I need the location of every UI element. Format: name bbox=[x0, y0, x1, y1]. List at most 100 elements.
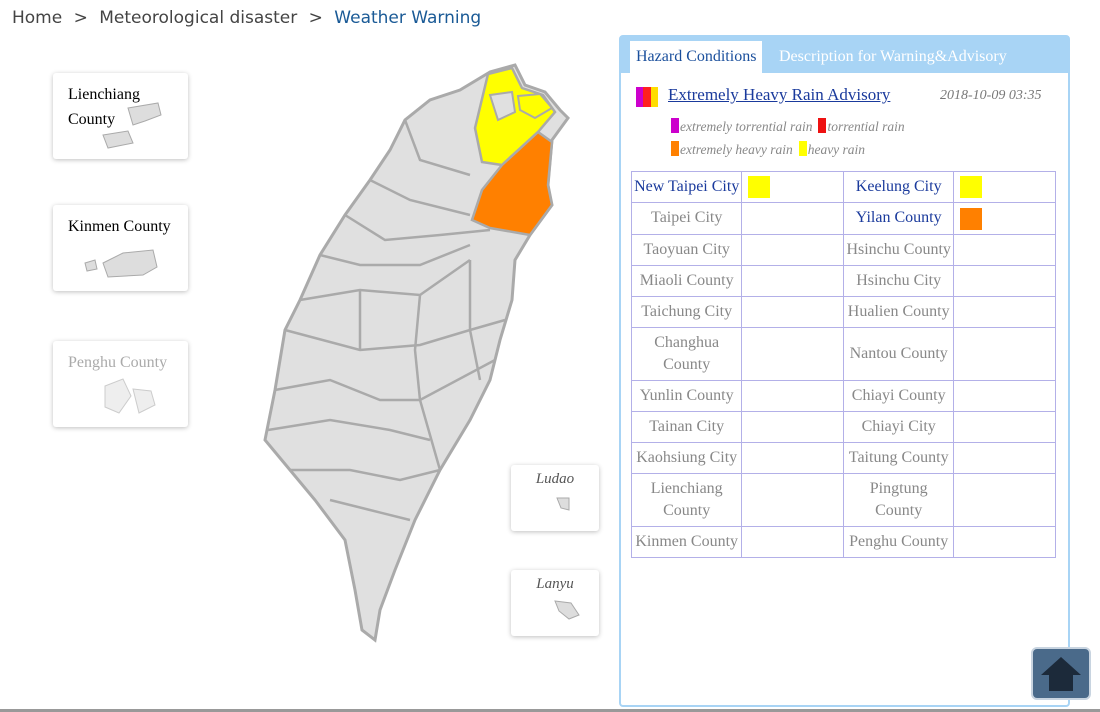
county-name[interactable]: Miaoli County bbox=[630, 264, 743, 297]
crumb-separator: > bbox=[73, 8, 88, 28]
county-name[interactable]: Yilan County bbox=[843, 202, 955, 235]
scroll-top-button[interactable] bbox=[1031, 647, 1091, 700]
status-cell bbox=[741, 233, 845, 266]
status-swatch bbox=[748, 176, 771, 199]
legend-swatch bbox=[798, 141, 807, 156]
status-swatch bbox=[960, 176, 983, 199]
kinmen-card[interactable]: Kinmen County bbox=[53, 205, 188, 291]
county-name[interactable]: Hualien County bbox=[843, 295, 955, 328]
county-table: New Taipei City Keelung City Taipei City Yi… bbox=[630, 170, 1056, 558]
county-name[interactable]: Kaohsiung City bbox=[630, 441, 743, 474]
county-name[interactable]: Hsinchu City bbox=[843, 264, 955, 297]
county-name[interactable]: Yunlin County bbox=[630, 379, 743, 412]
legend-swatch bbox=[671, 141, 679, 156]
icon-stripe bbox=[643, 87, 651, 107]
legend-swatch bbox=[671, 118, 679, 133]
table-row: Kinmen County Penghu County bbox=[630, 525, 1056, 558]
legend-label: torrential rain bbox=[827, 119, 905, 134]
county-borders bbox=[267, 119, 506, 522]
crumb-separator: > bbox=[308, 8, 323, 28]
legend-label: extremely torrential rain bbox=[680, 119, 813, 134]
island-icon bbox=[102, 102, 162, 149]
county-name[interactable]: Chiayi City bbox=[843, 410, 955, 443]
county-name[interactable]: Pingtung County bbox=[843, 472, 955, 527]
table-row: Changhua County Nantou County bbox=[630, 326, 1056, 381]
table-row: Kaohsiung City Taitung County bbox=[630, 441, 1056, 474]
lanyu-card[interactable]: Lanyu bbox=[511, 570, 599, 636]
status-cell bbox=[741, 525, 845, 558]
crumb-current: Weather Warning bbox=[334, 8, 482, 28]
county-name[interactable]: Taipei City bbox=[630, 202, 743, 235]
county-name[interactable]: Hsinchu County bbox=[843, 233, 955, 266]
status-cell bbox=[741, 410, 845, 443]
status-cell bbox=[953, 379, 1056, 412]
icon-stripe bbox=[636, 87, 644, 107]
status-cell bbox=[953, 233, 1056, 266]
status-cell bbox=[953, 170, 1056, 204]
lienchiang-card[interactable]: Lienchiang County bbox=[53, 73, 188, 159]
status-cell bbox=[741, 379, 845, 412]
county-name[interactable]: Taichung City bbox=[630, 295, 743, 328]
status-cell bbox=[953, 525, 1056, 558]
status-cell bbox=[953, 264, 1056, 297]
county-name[interactable]: Taoyuan City bbox=[630, 233, 743, 266]
status-cell bbox=[741, 264, 845, 297]
county-name[interactable]: Changhua County bbox=[630, 326, 743, 381]
island-icon bbox=[556, 497, 570, 511]
crumb-link[interactable]: Home bbox=[12, 8, 63, 28]
island-icon bbox=[554, 600, 580, 620]
legend: extremely torrential rain torrential rain… bbox=[671, 115, 931, 161]
legend-label: extremely heavy rain bbox=[680, 142, 793, 157]
advisory-time: 2018-10-09 03:35 bbox=[940, 88, 1042, 103]
status-cell bbox=[741, 472, 845, 527]
legend-item: heavy rain bbox=[798, 141, 866, 157]
card-label: Lienchiang County bbox=[68, 86, 140, 128]
status-cell bbox=[741, 295, 845, 328]
county-name[interactable]: Chiayi County bbox=[843, 379, 955, 412]
advisory-icon bbox=[636, 87, 658, 107]
breadcrumb: Home > Meteorological disaster > Weather… bbox=[12, 8, 487, 28]
card-label: Penghu County bbox=[68, 354, 168, 371]
card-label: Lanyu bbox=[536, 576, 574, 592]
tab[interactable]: Description for Warning&Advisory bbox=[779, 48, 1007, 65]
region-keelung bbox=[516, 92, 554, 120]
legend-item: extremely heavy rain bbox=[671, 141, 793, 157]
county-name[interactable]: New Taipei City bbox=[630, 170, 743, 204]
up-arrow bbox=[1041, 657, 1081, 691]
warning-panel: Hazard Conditions Description for Warnin… bbox=[619, 35, 1070, 707]
tab-active[interactable]: Hazard Conditions bbox=[630, 41, 763, 73]
county-name[interactable]: Tainan City bbox=[630, 410, 743, 443]
status-cell bbox=[741, 202, 845, 235]
status-cell bbox=[953, 202, 1056, 235]
county-name[interactable]: Keelung City bbox=[843, 170, 955, 204]
table-row: Miaoli County Hsinchu City bbox=[630, 264, 1056, 297]
legend-swatch bbox=[818, 118, 827, 133]
advisory-title[interactable]: Extremely Heavy Rain Advisory bbox=[668, 85, 891, 104]
county-name[interactable]: Nantou County bbox=[843, 326, 955, 381]
status-swatch bbox=[960, 207, 983, 230]
crumb-link[interactable]: Meteorological disaster bbox=[99, 8, 298, 28]
tab-bar: Hazard Conditions Description for Warnin… bbox=[621, 37, 1068, 73]
legend-label: heavy rain bbox=[807, 142, 866, 157]
ludao-card[interactable]: Ludao bbox=[511, 465, 599, 531]
status-cell bbox=[741, 441, 845, 474]
table-row: Tainan City Chiayi City bbox=[630, 410, 1056, 443]
icon-stripe bbox=[650, 87, 658, 107]
status-cell bbox=[953, 410, 1056, 443]
status-cell bbox=[953, 326, 1056, 381]
county-name[interactable]: Taitung County bbox=[843, 441, 955, 474]
county-name[interactable]: Penghu County bbox=[843, 525, 955, 558]
card-label: Kinmen County bbox=[68, 218, 171, 235]
table-row: Taoyuan City Hsinchu County bbox=[630, 233, 1056, 266]
county-name[interactable]: Kinmen County bbox=[630, 525, 743, 558]
county-name[interactable]: Lienchiang County bbox=[630, 472, 743, 527]
status-cell bbox=[741, 170, 845, 204]
table-row: Taichung City Hualien County bbox=[630, 295, 1056, 328]
status-cell bbox=[953, 441, 1056, 474]
table-row: Yunlin County Chiayi County bbox=[630, 379, 1056, 412]
island-icon bbox=[84, 249, 158, 278]
region-taipei bbox=[488, 90, 517, 122]
penghu-card[interactable]: Penghu County bbox=[53, 341, 188, 427]
